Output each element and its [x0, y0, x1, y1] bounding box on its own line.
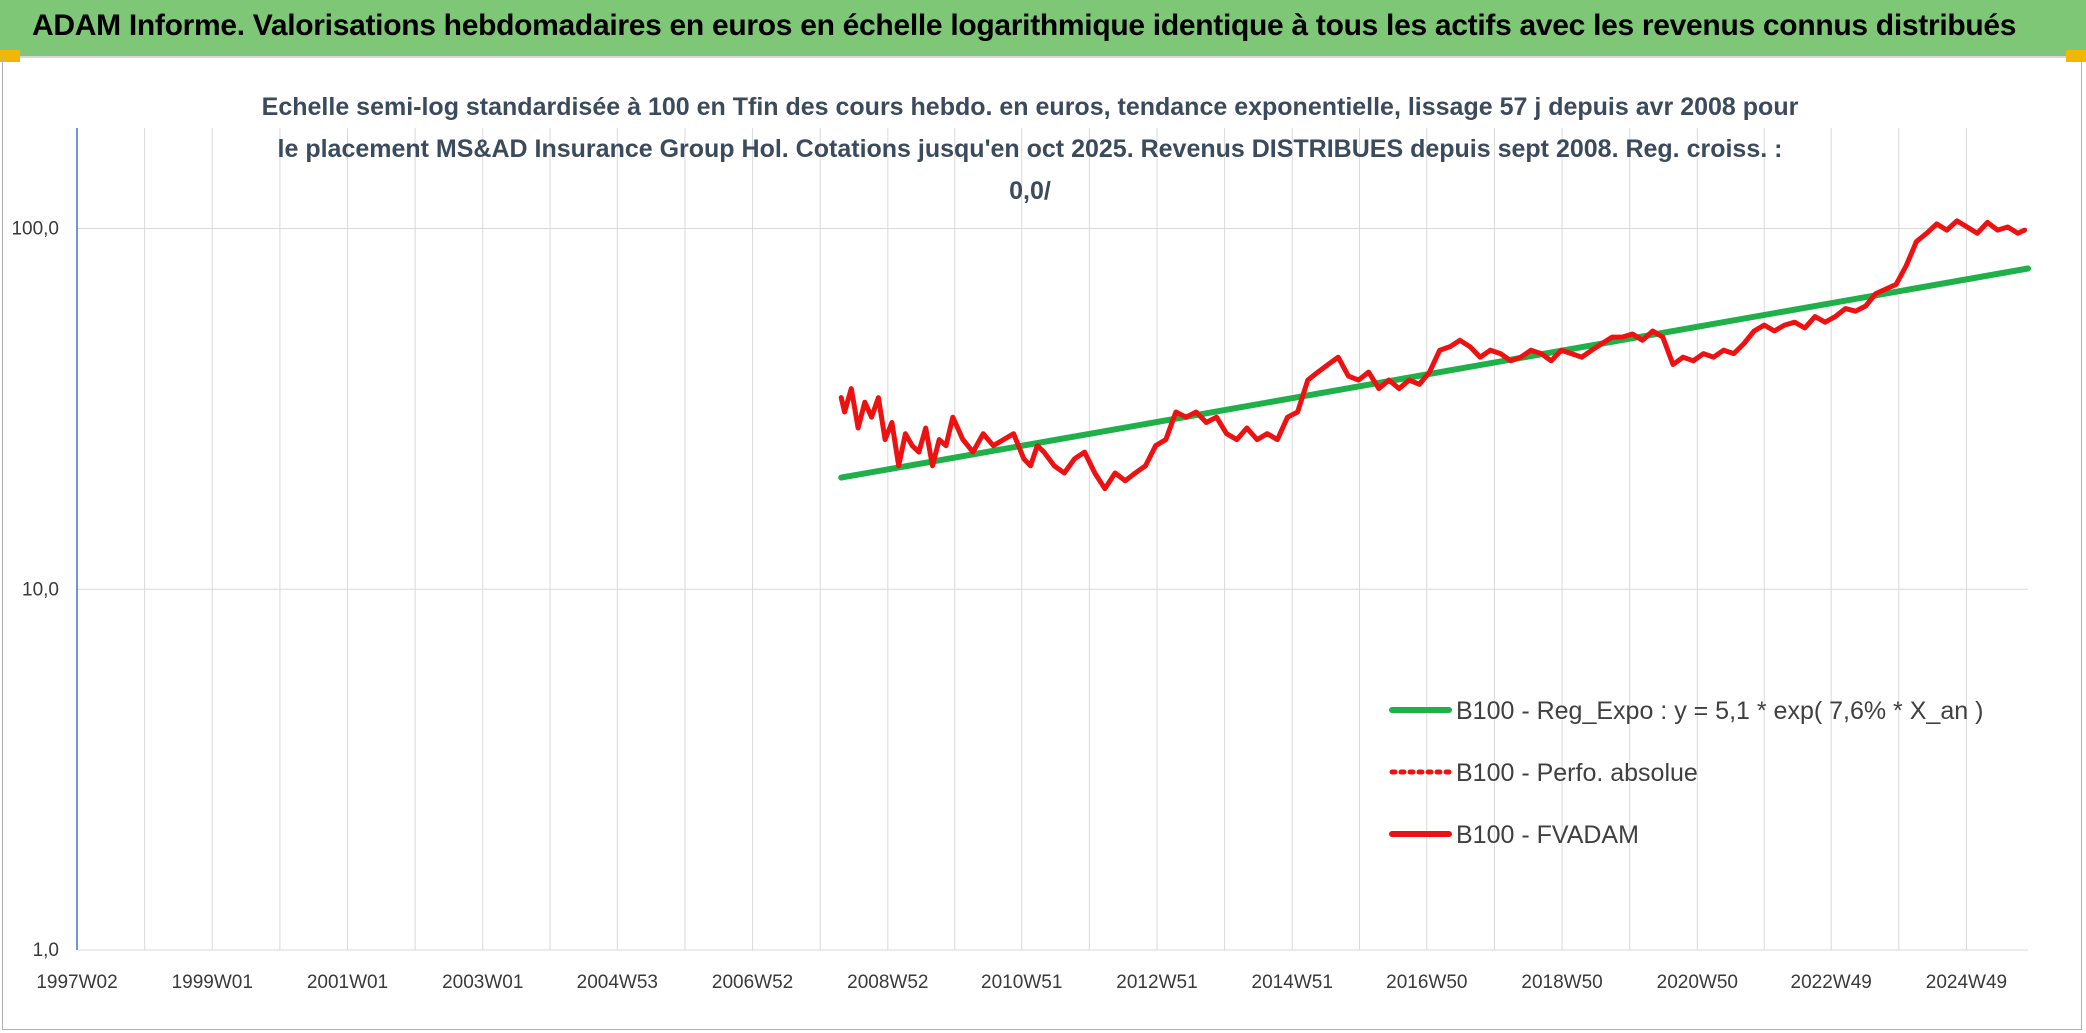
report-title: ADAM Informe. Valorisations hebdomadaire… [32, 9, 2017, 42]
fvadam-line [838, 218, 2028, 492]
corner-marker-left [0, 50, 20, 62]
x-tick-label: 2018W50 [1521, 972, 1602, 993]
x-tick-label: 2022W49 [1791, 972, 1872, 993]
x-tick-label: 2014W51 [1252, 972, 1333, 993]
x-tick-label: 2024W49 [1926, 972, 2007, 993]
report-banner: ADAM Informe. Valorisations hebdomadaire… [0, 0, 2086, 58]
x-tick-label: 2012W51 [1116, 972, 1197, 993]
x-tick-label: 1997W02 [36, 972, 117, 993]
x-tick-label: 2001W01 [307, 972, 388, 993]
grid-lines [77, 128, 2028, 951]
x-tick-label: 2008W52 [847, 972, 928, 993]
legend-label: B100 - FVADAM [1456, 821, 1639, 849]
regression-line [838, 265, 2031, 481]
legend-label: B100 - Perfo. absolue [1456, 759, 1698, 787]
chart-title: Echelle semi-log standardisée à 100 en T… [261, 93, 1799, 205]
x-tick-label: 2016W50 [1386, 972, 1467, 993]
x-tick-label: 2004W53 [577, 972, 658, 993]
legend: B100 - Reg_Expo : y = 5,1 * exp( 7,6% * … [1389, 697, 1983, 849]
series-lines [838, 218, 2031, 492]
legend-label: B100 - Reg_Expo : y = 5,1 * exp( 7,6% * … [1456, 697, 1983, 725]
chart-frame [2, 58, 2082, 1030]
x-tick-label: 2003W01 [442, 972, 523, 993]
x-tick-label: 2006W52 [712, 972, 793, 993]
x-tick-label: 2010W51 [981, 972, 1062, 993]
y-tick-label: 1,0 [33, 940, 59, 961]
y-tick-label: 10,0 [22, 579, 59, 600]
x-tick-label: 1999W01 [172, 972, 253, 993]
y-tick-label: 100,0 [11, 219, 59, 240]
x-tick-label: 2020W50 [1657, 972, 1738, 993]
axes: 1,0 10,0 100,0 1997W02 1999W01 2001W01 2003W01… [11, 128, 2007, 993]
